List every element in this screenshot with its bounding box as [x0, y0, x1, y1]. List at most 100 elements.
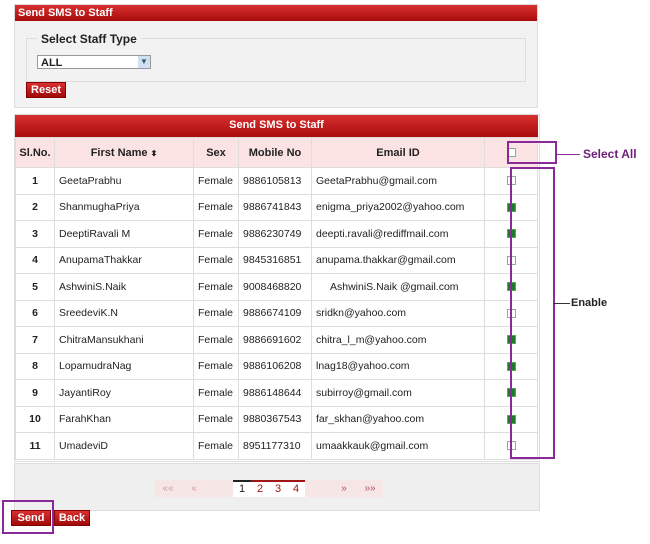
table-row: 4 AnupamaThakkar Female 9845316851 anupama.t…: [15, 246, 538, 274]
table-row: 9 JayantiRoy Female 9886148644 subirroy@gmai…: [15, 379, 538, 407]
cell-mobile: 9886105813: [238, 167, 312, 195]
table-title: Send SMS to Staff: [15, 115, 538, 137]
pagination: «« « 1 2 3 4 » »»: [154, 479, 384, 498]
cell-email: subirroy@gmail.com: [311, 379, 485, 407]
cell-email: anupama.thakkar@gmail.com: [311, 246, 485, 274]
enable-annotation: Enable: [571, 297, 608, 309]
header-slno: Sl.No.: [15, 137, 55, 168]
cell-name: DeeptiRavali M: [54, 220, 194, 248]
page-1[interactable]: 1: [233, 480, 251, 497]
select-value: ALL: [41, 57, 63, 69]
cell-email: AshwiniS.Naik @gmail.com: [311, 273, 485, 301]
next-page-button[interactable]: »: [341, 483, 347, 494]
cell-name: JayantiRoy: [54, 379, 194, 407]
cell-email: deepti.ravali@rediffmail.com: [311, 220, 485, 248]
cell-name: GeetaPrabhu: [54, 167, 194, 195]
staff-type-select[interactable]: ALL ▼: [37, 55, 151, 69]
cell-no: 10: [15, 405, 55, 433]
cell-email: umaakkauk@gmail.com: [311, 432, 485, 460]
table-row: 2 ShanmughaPriya Female 9886741843 enigma_pr…: [15, 193, 538, 221]
cell-mobile: 9008468820: [238, 273, 312, 301]
cell-mobile: 9886741843: [238, 193, 312, 221]
cell-mobile: 9845316851: [238, 246, 312, 274]
enable-highlight: [510, 167, 555, 459]
cell-sex: Female: [193, 405, 239, 433]
sort-icon[interactable]: ⬍: [150, 148, 158, 158]
cell-name: ChitraMansukhani: [54, 326, 194, 354]
table-row: 7 ChitraMansukhani Female 9886691602 chitra_…: [15, 326, 538, 354]
page-2[interactable]: 2: [251, 480, 269, 497]
table-row: 3 DeeptiRavali M Female 9886230749 deepti.ra…: [15, 220, 538, 248]
cell-no: 2: [15, 193, 55, 221]
cell-no: 6: [15, 299, 55, 327]
staff-type-fieldset: Select Staff Type ALL ▼: [26, 32, 526, 82]
header-email: Email ID: [311, 137, 485, 168]
cell-sex: Female: [193, 379, 239, 407]
cell-no: 4: [15, 246, 55, 274]
cell-no: 11: [15, 432, 55, 460]
cell-email: enigma_priya2002@yahoo.com: [311, 193, 485, 221]
table-row: 8 LopamudraNag Female 9886106208 lnag18@yaho…: [15, 352, 538, 380]
cell-sex: Female: [193, 432, 239, 460]
select-all-highlight: [507, 141, 557, 164]
enable-pointer: [553, 303, 570, 304]
prev-page-button[interactable]: «: [191, 483, 197, 494]
cell-no: 5: [15, 273, 55, 301]
page-4[interactable]: 4: [287, 480, 305, 497]
cell-mobile: 8951177310: [238, 432, 312, 460]
cell-sex: Female: [193, 326, 239, 354]
table-row: 5 AshwiniS.Naik Female 9008468820 AshwiniS.N…: [15, 273, 538, 301]
cell-email: sridkn@yahoo.com: [311, 299, 485, 327]
cell-mobile: 9886674109: [238, 299, 312, 327]
table-row: 10 FarahKhan Female 9880367543 far_skhan@yah…: [15, 405, 538, 433]
cell-no: 8: [15, 352, 55, 380]
cell-email: GeetaPrabhu@gmail.com: [311, 167, 485, 195]
select-all-annotation: Select All: [583, 147, 637, 161]
cell-name: ShanmughaPriya: [54, 193, 194, 221]
cell-mobile: 9886691602: [238, 326, 312, 354]
staff-table: Sl.No. First Name ⬍ Sex Mobile No Email …: [15, 137, 538, 460]
page-3[interactable]: 3: [269, 480, 287, 497]
cell-sex: Female: [193, 246, 239, 274]
send-button[interactable]: Send: [11, 510, 51, 526]
first-page-button[interactable]: ««: [162, 483, 174, 494]
table-row: 1 GeetaPrabhu Female 9886105813 GeetaPrabhu@…: [15, 167, 538, 195]
cell-name: AshwiniS.Naik: [54, 273, 194, 301]
cell-mobile: 9886106208: [238, 352, 312, 380]
header-mobile: Mobile No: [238, 137, 312, 168]
cell-no: 3: [15, 220, 55, 248]
staff-type-panel: Send SMS to Staff Select Staff Type ALL …: [14, 4, 538, 108]
cell-sex: Female: [193, 220, 239, 248]
back-button[interactable]: Back: [54, 510, 90, 526]
table-row: 11 UmadeviD Female 8951177310 umaakkauk@gmai…: [15, 432, 538, 460]
cell-email: far_skhan@yahoo.com: [311, 405, 485, 433]
chevron-down-icon[interactable]: ▼: [138, 56, 150, 68]
pagination-panel: «« « 1 2 3 4 » »»: [14, 463, 540, 511]
cell-mobile: 9886230749: [238, 220, 312, 248]
cell-name: UmadeviD: [54, 432, 194, 460]
cell-email: chitra_l_m@yahoo.com: [311, 326, 485, 354]
cell-mobile: 9880367543: [238, 405, 312, 433]
cell-email: lnag18@yahoo.com: [311, 352, 485, 380]
pager-spacer: [305, 480, 331, 497]
pager-spacer: [207, 480, 233, 497]
table-row: 6 SreedeviK.N Female 9886674109 sridkn@yahoo…: [15, 299, 538, 327]
staff-table-panel: Send SMS to Staff Sl.No. First Name ⬍ Se…: [14, 114, 540, 462]
header-sex: Sex: [193, 137, 239, 168]
cell-mobile: 9886148644: [238, 379, 312, 407]
cell-sex: Female: [193, 299, 239, 327]
cell-name: FarahKhan: [54, 405, 194, 433]
cell-name: AnupamaThakkar: [54, 246, 194, 274]
cell-sex: Female: [193, 352, 239, 380]
cell-sex: Female: [193, 273, 239, 301]
cell-name: SreedeviK.N: [54, 299, 194, 327]
reset-button[interactable]: Reset: [26, 82, 66, 98]
header-first-name[interactable]: First Name ⬍: [54, 137, 194, 168]
cell-sex: Female: [193, 167, 239, 195]
cell-no: 9: [15, 379, 55, 407]
header-label: First Name: [90, 146, 148, 159]
last-page-button[interactable]: »»: [364, 483, 376, 494]
select-all-pointer: [555, 154, 580, 155]
panel-title: Send SMS to Staff: [15, 5, 537, 21]
cell-name: LopamudraNag: [54, 352, 194, 380]
